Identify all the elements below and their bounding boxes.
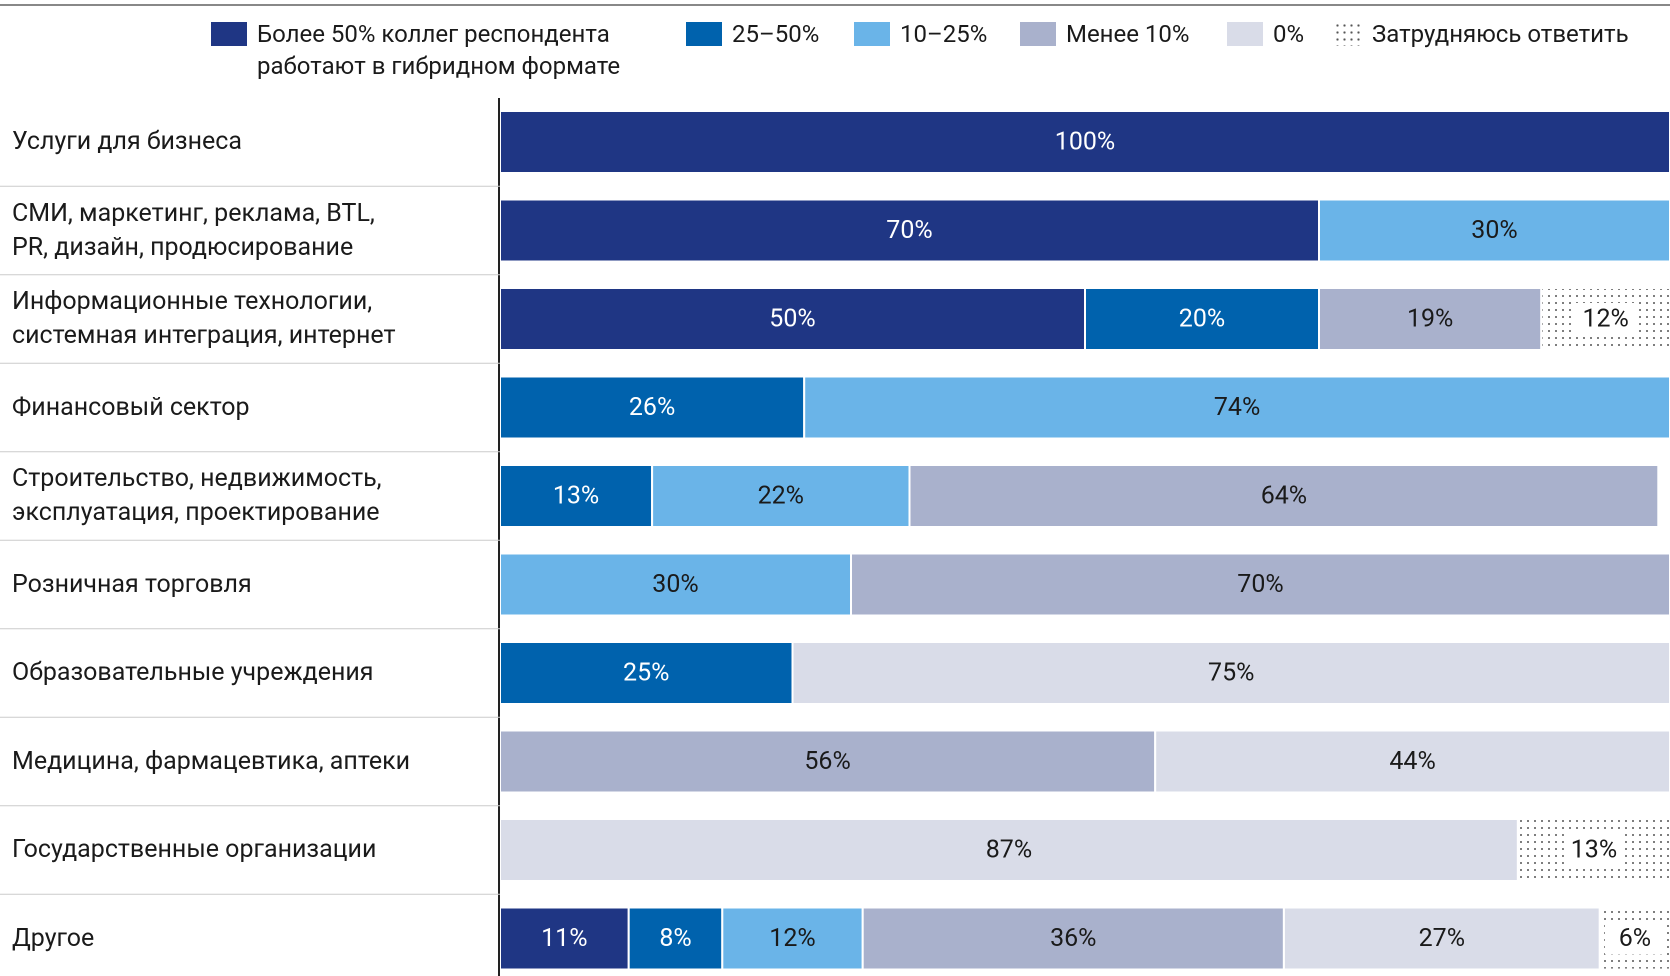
category-label: Строительство, недвижимость, эксплуатаци…: [12, 464, 382, 527]
bar-segment: [651, 464, 911, 528]
value-label: 6%: [1619, 924, 1651, 953]
bar-segment: [627, 906, 724, 971]
value-label: 13%: [1571, 836, 1617, 865]
value-label: 12%: [1582, 305, 1628, 334]
legend-label: 10–25%: [900, 20, 988, 48]
value-label: 19%: [1407, 305, 1453, 334]
bars: 100% 70% 30% 50% 20% 19% 12% 26% 74% 13% 22% 64% 30%…: [500, 110, 1670, 971]
category-label: Услуги для бизнеса: [12, 127, 242, 156]
category-label: Другое: [12, 923, 95, 953]
bar-segment: [721, 906, 864, 971]
bar-segment: [1318, 287, 1543, 351]
bar-segment: [500, 464, 654, 528]
bar-segment: [791, 641, 1670, 705]
bar-segment: [500, 198, 1320, 263]
legend-label: 25–50%: [732, 20, 820, 48]
legend-item: Менее 10%: [1020, 18, 1189, 50]
category-label: Розничная торговля: [12, 569, 252, 599]
label-bg: [1563, 834, 1624, 866]
bar-segment: [861, 906, 1285, 971]
legend-label: Менее 10%: [1066, 20, 1190, 48]
legend-label: Более 50% коллег респондента работают в …: [257, 20, 621, 80]
category-label: Образовательные учреждения: [12, 658, 374, 687]
value-label: 11%: [541, 924, 587, 953]
bar-segment: [1282, 906, 1601, 971]
value-label: 25%: [623, 659, 669, 688]
value-label: 70%: [1237, 570, 1283, 599]
legend-item: 10–25%: [854, 18, 987, 50]
value-label: 22%: [758, 482, 804, 511]
category-label: Информационные технологии, системная инт…: [12, 287, 396, 350]
value-label: 44%: [1389, 747, 1435, 776]
value-label: 100%: [1055, 128, 1115, 157]
value-label: 13%: [553, 482, 599, 511]
category-label: Медицина, фармацевтика, аптеки: [12, 746, 411, 776]
legend-swatch: [1334, 22, 1362, 46]
legend-swatch: [211, 22, 247, 46]
value-label: 56%: [804, 747, 850, 776]
category-label: Государственные организации: [12, 835, 377, 864]
value-label: 64%: [1261, 482, 1307, 511]
value-label: 12%: [769, 924, 815, 953]
value-label: 74%: [1214, 393, 1260, 422]
value-label: 8%: [659, 924, 691, 953]
value-label: 26%: [629, 393, 675, 422]
label-bg: [1575, 303, 1636, 335]
bar-segment: [908, 464, 1660, 528]
legend-label: Затрудняюсь ответить: [1372, 20, 1629, 48]
bar-segment: [1084, 287, 1320, 351]
legend-item: 25–50%: [686, 18, 819, 50]
value-label: 75%: [1208, 659, 1254, 688]
bar-segment: [500, 110, 1670, 174]
bar-segment: [1516, 818, 1670, 882]
bar-segment: [803, 375, 1670, 440]
bar-segment: [500, 818, 1519, 882]
bar-segment: [850, 552, 1670, 617]
legend-item: 0%: [1227, 18, 1304, 50]
value-label: 87%: [986, 836, 1032, 865]
bar-segment: [500, 729, 1157, 794]
legend-swatch: [686, 22, 722, 46]
legend-swatch: [1227, 22, 1263, 46]
value-label: 50%: [769, 305, 815, 334]
category-label: Финансовый сектор: [12, 392, 250, 422]
legend-item: Более 50% коллег респондента работают в …: [211, 18, 620, 82]
label-bg: [1604, 922, 1665, 955]
value-label: 70%: [886, 216, 932, 245]
bar-segment: [500, 641, 794, 705]
value-label: 30%: [652, 570, 698, 599]
value-label: 27%: [1419, 924, 1465, 953]
legend-item: Затрудняюсь ответить: [1334, 18, 1629, 50]
value-label: 30%: [1471, 216, 1517, 245]
category-label: СМИ, маркетинг, реклама, BTL, PR, дизайн…: [12, 198, 375, 262]
bar-segment: [1154, 729, 1670, 794]
value-label: 20%: [1179, 305, 1225, 334]
legend-swatch: [1020, 22, 1056, 46]
value-label: 36%: [1050, 924, 1096, 953]
legend-label: 0%: [1273, 20, 1305, 48]
bar-segment: [500, 906, 630, 971]
bar-segment: [1318, 198, 1670, 263]
legend-swatch: [854, 22, 890, 46]
